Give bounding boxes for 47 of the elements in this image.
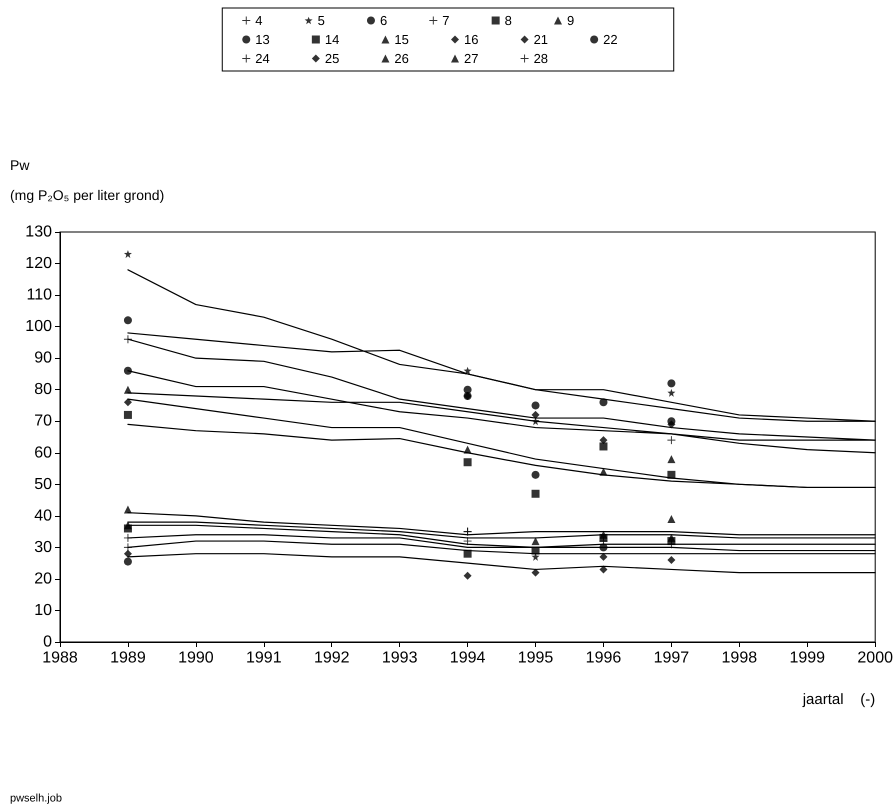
x-tick-label: 2000	[857, 650, 894, 666]
x-tick-label: 1997	[654, 650, 690, 666]
x-tick-label: 1988	[42, 650, 78, 666]
legend-label: 13	[255, 32, 306, 47]
x-tick-label: 1995	[518, 650, 554, 666]
y-tick-label: 40	[34, 507, 52, 524]
legend-label: 15	[394, 32, 445, 47]
text: pwselh.job	[10, 792, 62, 804]
y-tick-label: 20	[34, 570, 52, 588]
x-tick-label: 1996	[586, 650, 622, 666]
legend-label: 7	[442, 13, 486, 28]
x-tick-label: 1993	[382, 650, 418, 666]
legend-label: 24	[255, 51, 306, 66]
y-tick-label: 110	[26, 286, 52, 304]
legend-label: 21	[534, 32, 584, 47]
x-tick-label: 1990	[178, 650, 214, 666]
y-axis-title: Pw (mg P₂O₅ per liter grond)	[10, 157, 164, 203]
legend-label: 25	[324, 51, 376, 66]
y-tick-label: 100	[25, 318, 52, 336]
legend-label: 8	[504, 13, 548, 28]
y-tick-label: 120	[25, 255, 52, 272]
legend-label: 4	[255, 13, 299, 28]
legend-label: 6	[380, 13, 424, 28]
y-tick-label: 90	[34, 350, 52, 367]
x-tick-label: 1994	[450, 650, 486, 666]
x-tick-label: 1992	[314, 650, 350, 666]
legend-label: 9	[567, 13, 610, 28]
x-tick-label: 1999	[789, 650, 826, 666]
legend-label: 22	[603, 32, 654, 47]
y-tick-label: 50	[34, 476, 52, 493]
x-tick-label: 1998	[722, 650, 758, 666]
legend-label: 14	[324, 32, 376, 47]
legend-label: 5	[318, 13, 361, 28]
x-axis-title: jaartal (-)	[802, 691, 876, 708]
x-tick-label: 1989	[110, 650, 146, 666]
legend-label: 16	[464, 32, 515, 47]
x-tick-label: 1991	[246, 650, 282, 666]
y-tick-label: 0	[43, 634, 52, 650]
y-tick-label: 60	[34, 444, 52, 462]
y-tick-label: 80	[34, 381, 52, 398]
y-tick-label: 130	[25, 224, 52, 240]
y-tick-label: 30	[34, 538, 52, 556]
legend-label: 27	[464, 51, 515, 66]
y-tick-label: 10	[34, 602, 52, 619]
y-tick-label: 70	[34, 412, 52, 430]
legend-label: 28	[534, 51, 584, 66]
legend-label: 26	[394, 51, 445, 66]
